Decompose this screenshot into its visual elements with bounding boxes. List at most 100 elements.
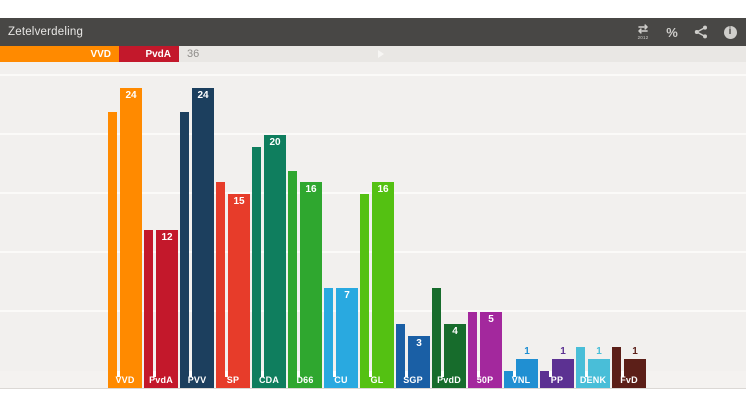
strip-tick bbox=[117, 371, 120, 377]
bar-group-PVV[interactable]: 24 bbox=[180, 62, 214, 371]
coalition-total: 36 bbox=[187, 48, 200, 60]
current-bar-CU[interactable]: 7 bbox=[336, 288, 358, 371]
coalition-segment-label: VVD bbox=[90, 48, 111, 60]
coalition-segment-VVD[interactable]: VVD bbox=[0, 46, 119, 62]
party-label-text: DENK bbox=[579, 374, 607, 385]
party-label-SGP: SGP bbox=[396, 371, 430, 388]
compare-2012-icon[interactable]: ⇄ 2012 bbox=[637, 22, 649, 41]
bar-group-CDA[interactable]: 20 bbox=[252, 62, 286, 371]
percent-icon[interactable]: % bbox=[666, 24, 678, 40]
current-bar-PvdA[interactable]: 12 bbox=[156, 230, 178, 371]
bar-group-GL[interactable]: 16 bbox=[360, 62, 394, 371]
seat-value-label: 20 bbox=[269, 137, 281, 148]
info-icon[interactable]: i bbox=[720, 20, 740, 44]
toolbar: ⇄ 2012 % i bbox=[633, 18, 740, 46]
party-label-text: PVV bbox=[187, 374, 207, 385]
seat-chart: 24 12 24 15 20 16 7 16 3 4 5 1 1 1 1 bbox=[0, 62, 746, 371]
bar-group-VNL[interactable]: 1 bbox=[504, 62, 538, 371]
party-label-CU: CU bbox=[324, 371, 358, 388]
strip-tick bbox=[441, 371, 444, 377]
party-label-text: PP bbox=[550, 374, 564, 385]
current-bar-CDA[interactable]: 20 bbox=[264, 135, 286, 371]
party-label-text: CDA bbox=[258, 374, 280, 385]
bar-group-CU[interactable]: 7 bbox=[324, 62, 358, 371]
previous-bar-PvdD[interactable] bbox=[432, 288, 441, 371]
strip-tick bbox=[513, 371, 516, 377]
party-axis-strip: VVD PvdA PVV SP CDA D66 CU GL SGP PvdD 50P VNL PP DEN… bbox=[0, 371, 746, 389]
bar-group-PP[interactable]: 1 bbox=[540, 62, 574, 371]
bar-group-FvD[interactable]: 1 bbox=[612, 62, 646, 371]
previous-bar-DENK[interactable] bbox=[576, 347, 585, 371]
strip-tick bbox=[621, 371, 624, 377]
party-label-GL: GL bbox=[360, 371, 394, 388]
previous-bar-VVD[interactable] bbox=[108, 112, 117, 371]
coalition-segment-PvdA[interactable]: PvdA bbox=[119, 46, 179, 62]
current-bar-PvdD[interactable]: 4 bbox=[444, 324, 466, 371]
bar-group-SP[interactable]: 15 bbox=[216, 62, 250, 371]
strip-tick bbox=[225, 371, 228, 377]
bar-group-PvdD[interactable]: 4 bbox=[432, 62, 466, 371]
current-bar-PVV[interactable]: 24 bbox=[192, 88, 214, 371]
seat-value-label: 15 bbox=[233, 196, 245, 207]
seat-value-label: 16 bbox=[305, 184, 317, 195]
bar-group-50P[interactable]: 5 bbox=[468, 62, 502, 371]
current-bar-50P[interactable]: 5 bbox=[480, 312, 502, 371]
current-bar-VVD[interactable]: 24 bbox=[120, 88, 142, 371]
current-bar-FvD[interactable] bbox=[624, 359, 646, 371]
previous-bar-D66[interactable] bbox=[288, 171, 297, 371]
current-bar-GL[interactable]: 16 bbox=[372, 182, 394, 371]
current-bar-PP[interactable] bbox=[552, 359, 574, 371]
current-bar-SP[interactable]: 15 bbox=[228, 194, 250, 371]
party-label-VVD: VVD bbox=[108, 371, 142, 388]
party-label-CDA: CDA bbox=[252, 371, 286, 388]
bar-group-DENK[interactable]: 1 bbox=[576, 62, 610, 371]
bar-group-VVD[interactable]: 24 bbox=[108, 62, 142, 371]
majority-marker-icon bbox=[378, 50, 384, 58]
strip-tick bbox=[549, 371, 552, 377]
seat-value-label: 5 bbox=[488, 314, 494, 325]
bar-group-PvdA[interactable]: 12 bbox=[144, 62, 178, 371]
party-label-PP: PP bbox=[540, 371, 574, 388]
previous-bar-CDA[interactable] bbox=[252, 147, 261, 371]
current-bar-VNL[interactable] bbox=[516, 359, 538, 371]
previous-bar-PvdA[interactable] bbox=[144, 230, 153, 371]
party-label-FvD: FvD bbox=[612, 371, 646, 388]
page-title: Zetelverdeling bbox=[8, 26, 84, 38]
previous-bar-FvD[interactable] bbox=[612, 347, 621, 371]
party-label-text: VVD bbox=[115, 374, 135, 385]
current-bar-SGP[interactable]: 3 bbox=[408, 336, 430, 371]
party-label-D66: D66 bbox=[288, 371, 322, 388]
party-label-SP: SP bbox=[216, 371, 250, 388]
previous-bar-GL[interactable] bbox=[360, 194, 369, 371]
coalition-track: VVD PvdA bbox=[0, 46, 746, 62]
seat-value-label: 1 bbox=[632, 346, 638, 357]
gridline-25 bbox=[0, 74, 746, 76]
share-icon[interactable] bbox=[691, 20, 711, 44]
seat-value-label: 1 bbox=[596, 346, 602, 357]
seat-value-label: 24 bbox=[125, 90, 137, 101]
strip-tick bbox=[333, 371, 336, 377]
previous-bar-CU[interactable] bbox=[324, 288, 333, 371]
previous-bar-PVV[interactable] bbox=[180, 112, 189, 371]
party-label-text: PvdA bbox=[149, 374, 173, 385]
coalition-bar: VVD PvdA 36 bbox=[0, 46, 746, 62]
party-label-text: GL bbox=[370, 374, 384, 385]
party-label-VNL: VNL bbox=[504, 371, 538, 388]
party-label-PvdD: PvdD bbox=[432, 371, 466, 388]
header-bar: Zetelverdeling ⇄ 2012 % i bbox=[0, 18, 746, 46]
party-label-text: SGP bbox=[403, 374, 423, 385]
bar-group-D66[interactable]: 16 bbox=[288, 62, 322, 371]
seat-value-label: 12 bbox=[161, 232, 173, 243]
bar-group-SGP[interactable]: 3 bbox=[396, 62, 430, 371]
party-label-PVV: PVV bbox=[180, 371, 214, 388]
seat-value-label: 1 bbox=[524, 346, 530, 357]
previous-bar-SP[interactable] bbox=[216, 182, 225, 371]
party-label-text: D66 bbox=[296, 374, 314, 385]
current-bar-DENK[interactable] bbox=[588, 359, 610, 371]
coalition-segment-label: PvdA bbox=[145, 48, 171, 60]
seat-value-label: 4 bbox=[452, 326, 458, 337]
previous-bar-SGP[interactable] bbox=[396, 324, 405, 371]
current-bar-D66[interactable]: 16 bbox=[300, 182, 322, 371]
previous-bar-50P[interactable] bbox=[468, 312, 477, 371]
